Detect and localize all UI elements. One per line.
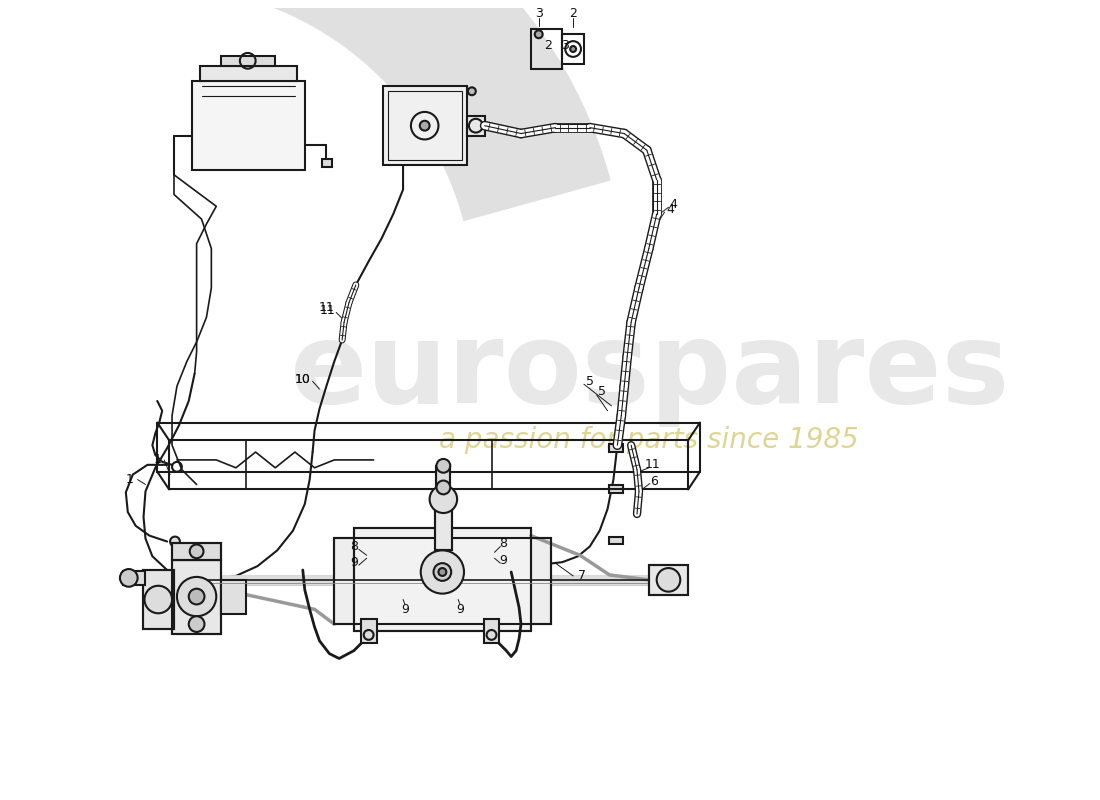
Bar [649, 565, 689, 594]
Text: 9: 9 [350, 556, 358, 569]
Text: 6: 6 [650, 475, 658, 488]
Circle shape [657, 568, 680, 592]
Circle shape [189, 589, 205, 605]
Circle shape [433, 563, 451, 581]
Bar [531, 30, 562, 69]
Circle shape [189, 545, 204, 558]
Bar [123, 571, 144, 585]
Text: 8: 8 [499, 537, 507, 550]
Text: 9: 9 [499, 554, 507, 566]
Circle shape [120, 569, 138, 586]
Text: 9: 9 [456, 603, 464, 616]
Text: 1: 1 [125, 473, 134, 486]
Bar [437, 466, 450, 487]
Bar [221, 56, 275, 66]
Bar [609, 537, 624, 545]
Bar [322, 159, 332, 167]
Circle shape [189, 616, 205, 632]
Circle shape [468, 87, 476, 95]
Text: 5: 5 [597, 385, 606, 398]
Text: 2: 2 [569, 7, 578, 20]
Bar [334, 538, 550, 624]
Bar [172, 560, 221, 634]
Circle shape [430, 486, 458, 513]
Circle shape [144, 586, 172, 614]
Bar [434, 502, 452, 550]
Text: 4: 4 [667, 202, 674, 216]
Circle shape [420, 550, 464, 594]
Text: 10: 10 [295, 373, 310, 386]
Bar [143, 570, 174, 629]
Bar [334, 538, 550, 624]
Bar [468, 116, 485, 135]
Text: 11: 11 [319, 304, 336, 317]
Bar [434, 502, 452, 550]
Bar [484, 619, 499, 642]
Text: 11: 11 [319, 301, 334, 314]
Circle shape [439, 568, 447, 576]
Bar [609, 486, 624, 494]
Bar [191, 82, 305, 170]
Bar [221, 580, 245, 614]
Bar [143, 570, 174, 629]
Bar [562, 34, 584, 64]
Text: 7: 7 [578, 570, 586, 582]
Circle shape [177, 577, 217, 616]
Text: eurospares: eurospares [288, 316, 1009, 427]
Text: 3: 3 [535, 7, 542, 20]
Bar [649, 565, 689, 594]
Text: 9: 9 [402, 603, 409, 616]
Bar [172, 542, 221, 560]
Text: 11: 11 [645, 458, 661, 471]
Text: 3: 3 [561, 38, 569, 51]
Text: 5: 5 [586, 374, 594, 388]
Text: 4: 4 [670, 198, 678, 211]
Text: 8: 8 [350, 540, 358, 553]
Text: 2: 2 [543, 38, 551, 51]
Text: 10: 10 [295, 373, 310, 386]
Bar [437, 466, 450, 487]
Circle shape [570, 46, 576, 52]
Bar [354, 528, 531, 631]
Circle shape [437, 481, 450, 494]
Circle shape [170, 537, 180, 546]
Bar [388, 91, 462, 160]
Circle shape [437, 459, 450, 473]
Circle shape [420, 121, 430, 130]
Text: 1: 1 [153, 454, 162, 466]
Bar [172, 560, 221, 634]
Bar [384, 86, 468, 165]
Circle shape [486, 630, 496, 640]
Bar [361, 619, 376, 642]
Bar [172, 542, 221, 560]
Circle shape [535, 30, 542, 38]
Circle shape [364, 630, 374, 640]
Bar [609, 444, 624, 452]
Bar [354, 528, 531, 631]
Text: a passion for parts since 1985: a passion for parts since 1985 [439, 426, 859, 454]
Bar [199, 66, 297, 82]
